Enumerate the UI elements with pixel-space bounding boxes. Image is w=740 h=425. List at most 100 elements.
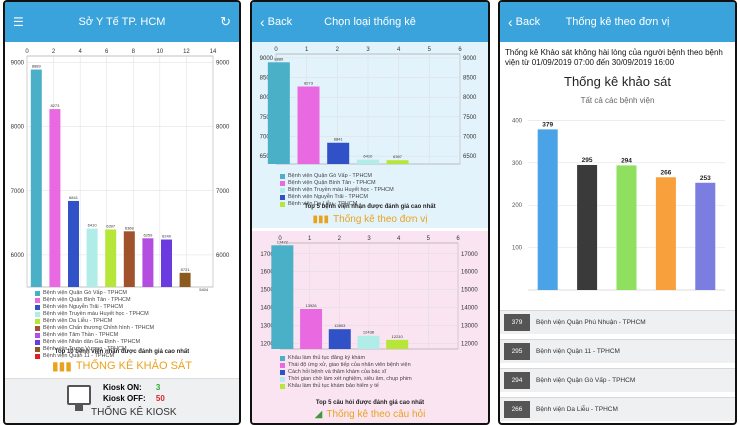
legend-label: Bệnh viện Tâm Thần - TPHCM [43,332,119,338]
chart-bar [386,339,409,349]
top-tick-label: 14 [210,49,217,55]
back-label: Back [515,16,541,28]
bar-value-label: 6841 [334,137,344,142]
legend-item: Bệnh viện Quận Gò Vấp - TPHCM [280,173,485,180]
bar-value-label: 6410 [363,154,373,159]
bar-value-label: 17472 [277,239,289,244]
chart-bar [179,272,191,287]
page-title: Chọn loại thống kê [324,16,416,28]
chart-bar [356,159,379,164]
top-tick-label: 4 [78,49,82,55]
chart-subtitle: Tất cả các bệnh viện [580,96,655,105]
chart-bar [86,228,98,287]
chart-bar [267,62,290,164]
legend-swatch [280,181,285,186]
kiosk-icon [67,385,91,405]
kiosk-off-value: 50 [155,394,165,403]
legend-item: Bệnh viện Chấn thương Chỉnh hình - TPHCM [35,325,154,332]
chart-bar [328,329,351,349]
legend-swatch [35,333,40,338]
survey-stats-button[interactable]: ▮▮▮ THỐNG KÊ KHẢO SÁT [5,359,239,373]
legend-label: Cách hỏi bệnh và thăm khám của bác sĩ [288,369,387,375]
survey-stats-label: THỐNG KÊ KHẢO SÁT [75,360,192,372]
survey-bar-chart: 100 200 300 400 379 295 294 266 253 [512,118,725,291]
chart-bar [123,231,135,287]
top-tick-label: 2 [52,49,56,55]
bar-value-label: 6841 [69,195,79,200]
top-tick-label: 10 [157,49,164,55]
stats-by-unit-button[interactable]: ▮▮▮ Thống kê theo đơn vị [252,214,488,225]
y-tick-label-left: 6000 [11,253,25,259]
legend-swatch [35,354,40,359]
y-tick-label-right: 17000 [461,252,478,258]
legend-swatch [35,298,40,303]
legend-swatch [35,291,40,296]
list-item-name: Bệnh viện Quận Gò Vấp - TPHCM [536,377,636,384]
refresh-icon[interactable]: ↻ [220,14,231,29]
legend-swatch [35,340,40,345]
legend-swatch [280,363,285,368]
phone-select-stats-screen: ‹ Back Chọn loại thống kê 0 1 2 3 4 5 6 6500 6500… [250,0,490,425]
legend-item: Thời gian chờ làm xét nghiệm, siêu âm, c… [280,376,412,383]
chart-bar [30,69,42,287]
legend-label: Bệnh viện Chấn thương Chỉnh hình - TPHCM [43,325,155,331]
stats-by-question-button[interactable]: ◢ Thống kê theo câu hỏi [252,409,488,420]
legend-item: Bệnh viện Nguyễn Trãi - TPHCM [35,304,154,311]
legend-label: Bệnh viện Quận Bình Tân - TPHCM [43,297,131,303]
chart-bar [537,129,558,290]
legend-swatch [280,370,285,375]
legend-swatch [280,195,285,200]
bar-value-label: 12438 [363,330,375,335]
legend-label: Bệnh viện Quận Gò Vấp - TPHCM [43,290,127,296]
legend-label: Khâu làm thủ tục khám bảo hiểm y tế [288,383,379,389]
list-item[interactable]: 294 Bệnh viện Quận Gò Vấp - TPHCM [500,368,735,392]
kiosk-on-label: Kiosk ON: [103,383,142,392]
top5-hospitals-bar-chart: 0 1 2 3 4 5 6 6500 6500 7000 7000 7500 7500 8000 8000 8… [260,47,477,165]
legend-item: Bệnh viện Tâm Thần - TPHCM [35,332,154,339]
hamburger-icon[interactable]: ☰ [13,15,24,29]
back-button[interactable]: ‹ Back [260,14,292,30]
chart-title: Thống kê khảo sát [564,74,671,89]
top-tick-label: 4 [397,47,401,53]
area-chart-icon: ◢ [314,409,323,420]
chart-legend: Bệnh viện Quận Gò Vấp - TPHCM Bệnh viện Q… [35,290,154,360]
top-tick-label: 0 [278,236,282,242]
bar-value-label: 6240 [162,234,172,239]
legend-item: Thái độ ứng xử, giao tiếp của nhân viên … [280,362,412,369]
legend-label: Bệnh viện Quận Gò Vấp - TPHCM [288,173,372,179]
legend-item: Bệnh viện Truyền máu Huyết học - TPHCM [280,187,485,194]
list-item[interactable]: 266 Bệnh viện Da Liễu - TPHCM [500,397,735,421]
kiosk-off-label: Kiosk OFF: [103,394,146,403]
y-tick-label-left: 8000 [260,95,274,101]
top-tick-label: 0 [274,47,278,53]
legend-item: Bệnh viện Nhân dân Gia Định - TPHCM [35,339,154,346]
list-item[interactable]: 379 Bệnh viện Quận Phú Nhuận - TPHCM [500,310,735,334]
back-button[interactable]: ‹ Back [508,14,540,30]
legend-item: Khâu làm thủ tục đăng ký khám [280,355,412,362]
y-tick-label-right: 7000 [463,135,477,141]
chart-bar [68,200,79,287]
chart-bar [386,160,409,164]
kiosk-stats-button[interactable]: THỐNG KÊ KIOSK [91,407,177,418]
y-tick-label-right: 15000 [461,288,478,294]
question-stats-section[interactable]: 0 1 2 3 4 5 6 12000 12000 13000 13000 14000 14000 150… [252,231,488,423]
y-tick-label-left: 6500 [260,154,274,160]
legend-swatch [280,384,285,389]
chart-bar [271,245,294,349]
legend-swatch [280,174,285,179]
bar-value-label: 5721 [181,267,191,272]
y-tick-label-right: 7500 [463,115,477,121]
report-heading: Thống kê Khảo sát không hài lòng của ngư… [505,48,723,67]
kiosk-icon-stand [75,405,83,411]
y-tick-label-right: 14000 [461,306,478,312]
legend-label: Bệnh viện Da Liễu - TPHCM [288,201,358,207]
top-tick-label: 2 [336,47,340,53]
unit-stats-section[interactable]: 0 1 2 3 4 5 6 6500 6500 7000 7000 7500 7500 8000 8000 8… [252,42,488,228]
list-item[interactable]: 295 Bệnh viện Quận 11 - TPHCM [500,339,735,363]
legend-label: Bệnh viện Da Liễu - TPHCM [43,318,113,324]
bar-value-label: 6397 [106,223,116,228]
bar-value-label: 8889 [32,64,42,69]
bar-value-label: 12803 [334,323,346,328]
top-tick-label: 3 [366,47,370,53]
bar-chart-icon: ▮▮▮ [52,359,72,373]
